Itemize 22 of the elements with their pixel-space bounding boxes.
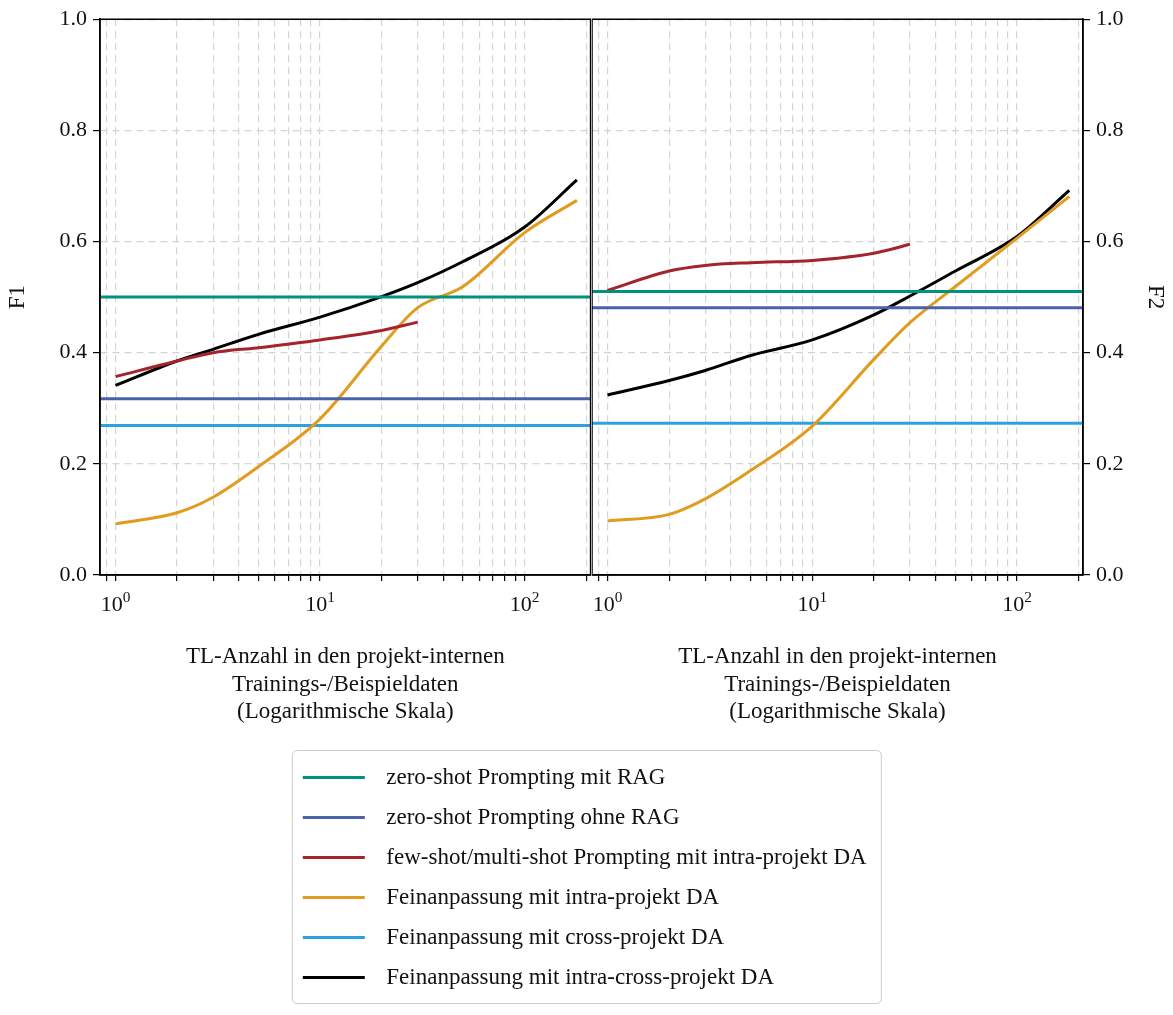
legend-label: Feinanpassung mit cross-projekt DA bbox=[386, 924, 725, 950]
y-tick-label: 0.8 bbox=[1096, 116, 1124, 142]
y-tick-label: 0.6 bbox=[1096, 227, 1124, 253]
legend-label: zero-shot Prompting ohne RAG bbox=[386, 804, 680, 830]
legend-label: Feinanpassung mit intra-cross-projekt DA bbox=[386, 964, 775, 990]
legend-label: few-shot/multi-shot Prompting mit intra-projekt DA bbox=[386, 844, 867, 870]
legend-label: zero-shot Prompting mit RAG bbox=[386, 764, 666, 790]
y-tick-label: 0.4 bbox=[59, 338, 87, 364]
y-tick-label: 0.6 bbox=[59, 227, 87, 253]
legend-label: Feinanpassung mit intra-projekt DA bbox=[386, 884, 720, 910]
y-tick-label: 0.8 bbox=[59, 116, 87, 142]
y-tick-label: 0.2 bbox=[59, 449, 87, 475]
y-axis-title: F1 bbox=[3, 284, 29, 310]
y-axis-title: F2 bbox=[1144, 284, 1170, 310]
y-tick-label: 1.0 bbox=[1096, 4, 1124, 30]
y-tick-label: 0.2 bbox=[1096, 449, 1124, 475]
y-tick-label: 0.0 bbox=[1096, 560, 1124, 586]
y-tick-label: 1.0 bbox=[59, 4, 87, 30]
x-axis-title: TL-Anzahl in den projekt-internen Trainings-/Beispieldaten (Logarithmische Skala) bbox=[678, 643, 998, 724]
y-tick-label: 0.0 bbox=[59, 560, 87, 586]
y-tick-label: 0.4 bbox=[1096, 338, 1124, 364]
x-axis-title: TL-Anzahl in den projekt-internen Trainings-/Beispieldaten (Logarithmische Skala) bbox=[185, 643, 506, 724]
